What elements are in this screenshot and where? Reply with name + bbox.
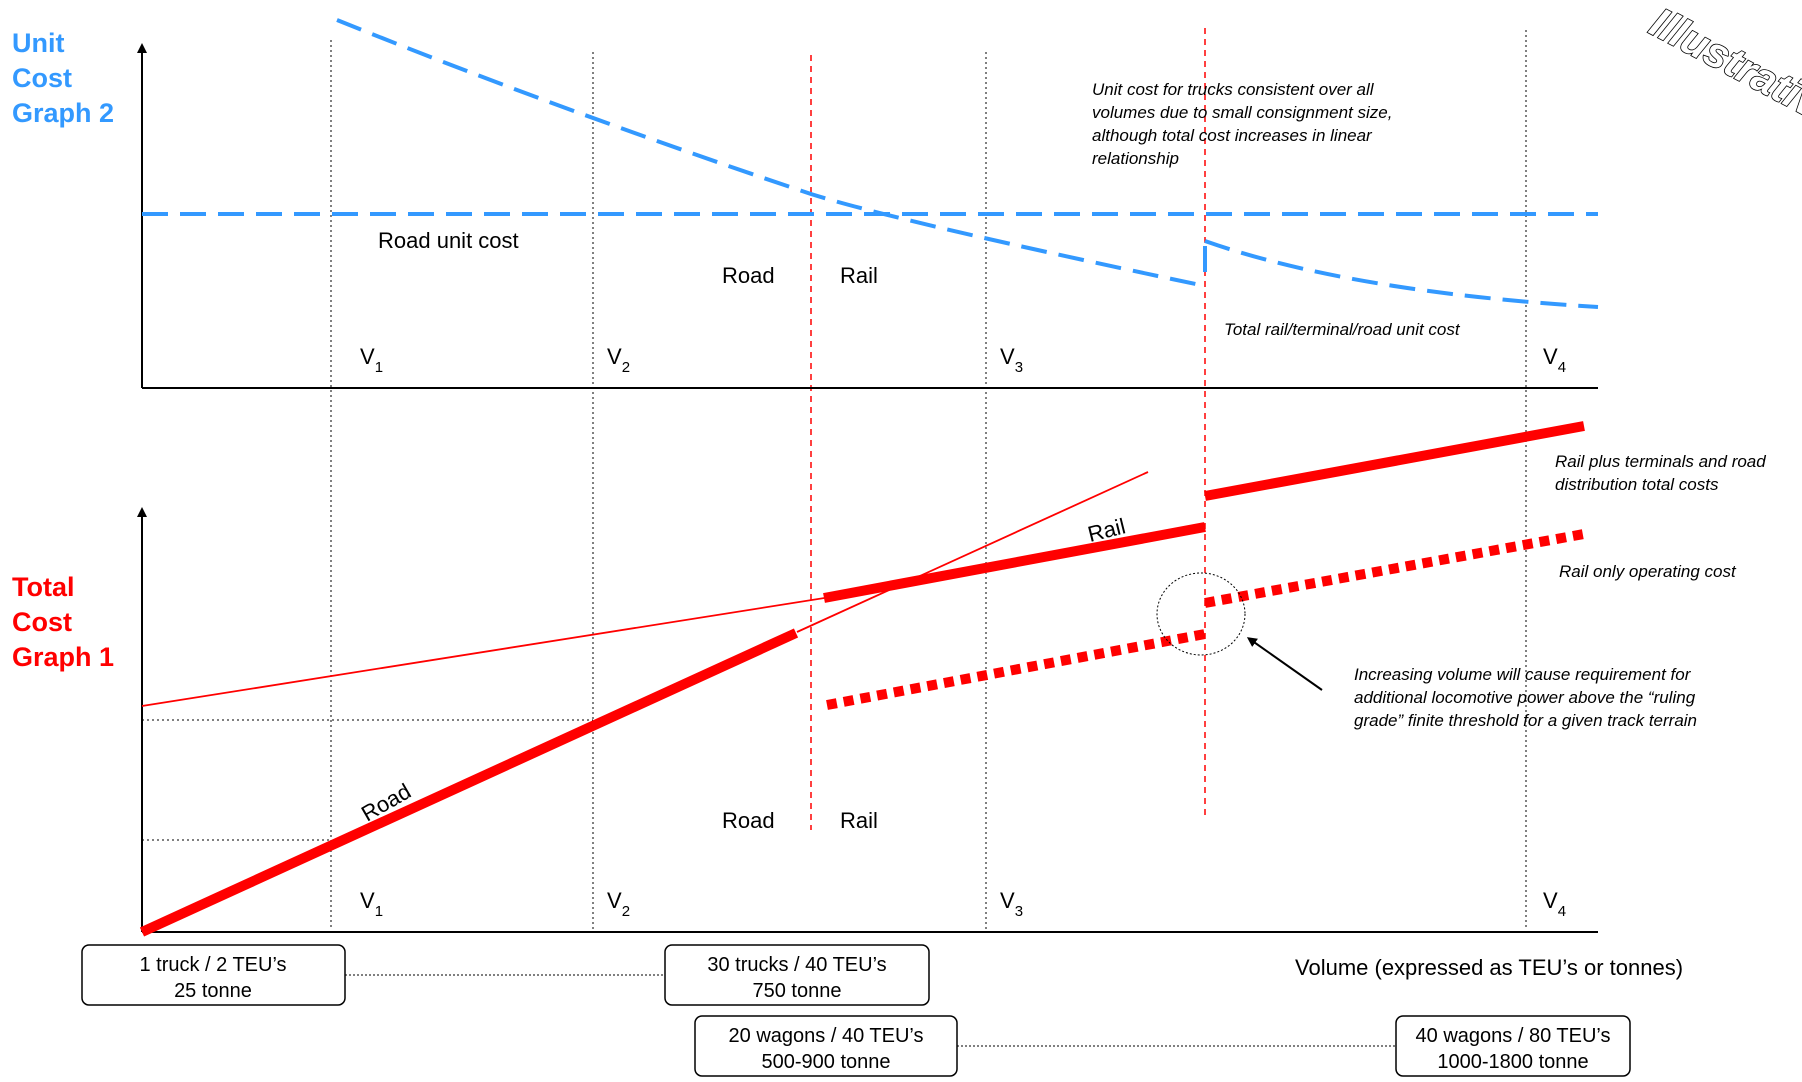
unit-graph-title-3: Graph 2 — [12, 98, 114, 128]
total-v4-label: V4 — [1543, 888, 1566, 920]
rail-plus-note-line-1: Rail plus terminals and road — [1555, 452, 1766, 471]
unit-cost-graph: Unit Cost Graph 2 Road unit cost Road Ra… — [12, 18, 1599, 389]
volume-box-4-line-1: 40 wagons / 80 TEU’s — [1416, 1025, 1611, 1047]
unit-v1-label: V1 — [360, 344, 383, 376]
road-unit-cost-label: Road unit cost — [378, 228, 519, 253]
truck-note-line-4: relationship — [1092, 149, 1179, 168]
rail-total-cost-line-2 — [1204, 421, 1585, 501]
volume-box-2: 30 trucks / 40 TEU’s 750 tonne — [664, 944, 930, 1006]
rail-unit-cost-curve-1 — [336, 18, 1206, 288]
total-cost-graph: Total Cost Graph 1 Road Rail Road Rail R… — [12, 421, 1766, 937]
volume-box-1-line-1: 1 truck / 2 TEU’s — [139, 954, 286, 976]
unit-v2-label: V2 — [607, 344, 630, 376]
truck-note-line-3: although total cost increases in linear — [1092, 126, 1373, 145]
total-v1-label: V1 — [360, 888, 383, 920]
road-total-cost-line — [139, 628, 799, 937]
total-rail-label: Rail — [840, 808, 878, 833]
total-graph-title-1: Total — [12, 572, 75, 602]
volume-box-3-line-2: 500-900 tonne — [761, 1051, 890, 1073]
volume-box-1: 1 truck / 2 TEU’s 25 tonne — [81, 944, 346, 1006]
threshold-lines — [810, 28, 1206, 830]
volume-box-2-line-1: 30 trucks / 40 TEU’s — [707, 954, 886, 976]
total-v2-label: V2 — [607, 888, 630, 920]
volume-box-2-line-2: 750 tonne — [753, 980, 842, 1002]
volume-box-3-line-1: 20 wagons / 40 TEU’s — [729, 1025, 924, 1047]
rail-plus-note-line-2: distribution total costs — [1555, 475, 1719, 494]
unit-graph-title-2: Cost — [12, 63, 72, 93]
truck-note-line-1: Unit cost for trucks consistent over all — [1092, 80, 1375, 99]
rail-total-cost-line-1 — [823, 522, 1206, 603]
truck-note-line-2: volumes due to small consignment size, — [1092, 103, 1392, 122]
volume-axis-label: Volume (expressed as TEU’s or tonnes) — [1295, 955, 1683, 980]
volume-box-4: 40 wagons / 80 TEU’s 1000-1800 tonne — [1395, 1015, 1631, 1077]
rail-only-cost-line-2 — [1204, 529, 1585, 608]
unit-rail-label: Rail — [840, 263, 878, 288]
rail-total-unit-note: Total rail/terminal/road unit cost — [1224, 320, 1461, 339]
volume-box-1-line-2: 25 tonne — [174, 980, 252, 1002]
volume-boxes: 1 truck / 2 TEU’s 25 tonne 30 trucks / 4… — [81, 944, 1631, 1077]
rail-unit-cost-curve-2 — [1204, 239, 1599, 309]
increasing-note-line-3: grade” finite threshold for a given trac… — [1354, 711, 1697, 730]
rail-only-cost-line-1 — [826, 629, 1206, 710]
rail-only-note: Rail only operating cost — [1559, 562, 1737, 581]
unit-graph-title-1: Unit — [12, 28, 64, 58]
total-graph-title-2: Cost — [12, 607, 72, 637]
increasing-note-line-1: Increasing volume will cause requirement… — [1354, 665, 1692, 684]
volume-gridlines — [330, 30, 1527, 930]
unit-v4-label: V4 — [1543, 344, 1566, 376]
total-road-label: Road — [722, 808, 775, 833]
unit-road-label: Road — [722, 263, 775, 288]
threshold-arrow — [1246, 637, 1323, 691]
threshold-highlight-ellipse — [1156, 572, 1246, 656]
unit-v3-label: V3 — [1000, 344, 1023, 376]
rail-cost-extension-line — [141, 586, 895, 707]
illustrative-stamp: Illustrative — [1643, 0, 1802, 138]
road-cost-extension-line — [796, 471, 1149, 633]
volume-box-3: 20 wagons / 40 TEU’s 500-900 tonne — [694, 1015, 958, 1077]
volume-box-4-line-2: 1000-1800 tonne — [1437, 1051, 1588, 1073]
increasing-note-line-2: additional locomotive power above the “r… — [1354, 688, 1696, 707]
total-v3-label: V3 — [1000, 888, 1023, 920]
total-graph-title-3: Graph 1 — [12, 642, 114, 672]
